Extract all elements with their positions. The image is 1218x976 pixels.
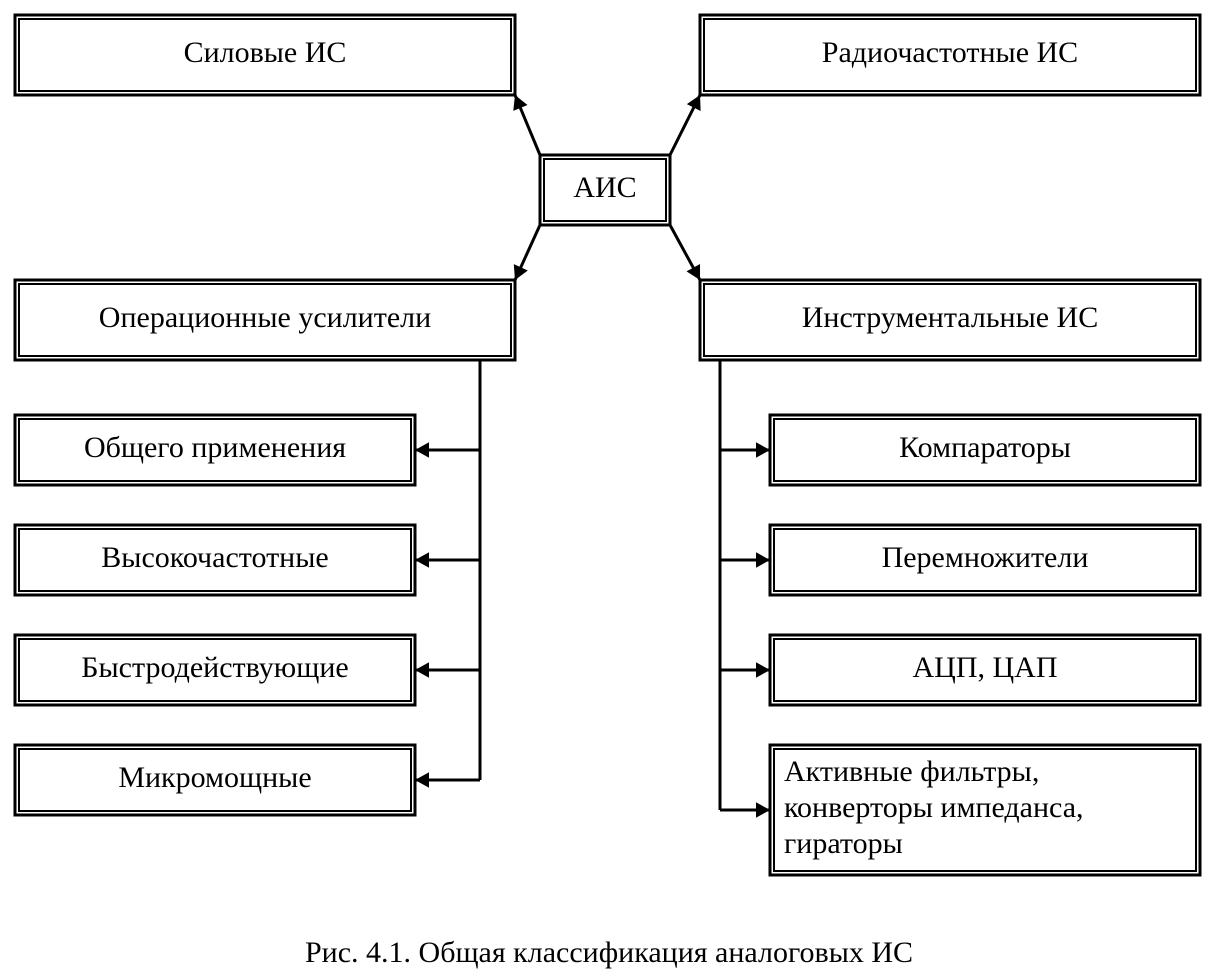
node-in3: АЦП, ЦАП: [770, 635, 1200, 705]
node-in3-label: АЦП, ЦАП: [913, 651, 1058, 684]
node-in4-label: конверторы импеданса,: [784, 791, 1084, 824]
node-in2-label: Перемножители: [882, 541, 1089, 574]
node-op4: Микромощные: [15, 745, 415, 815]
node-ais: АИС: [540, 155, 670, 225]
node-power-label: Силовые ИС: [184, 36, 347, 69]
node-in4-label: гираторы: [784, 827, 903, 860]
node-in4: Активные фильтры,конверторы импеданса,ги…: [770, 745, 1200, 875]
node-op1: Общего применения: [15, 415, 415, 485]
node-ais-label: АИС: [573, 171, 636, 204]
node-rf-label: Радиочастотные ИС: [822, 36, 1078, 69]
node-in1: Компараторы: [770, 415, 1200, 485]
figure-caption: Рис. 4.1. Общая классификация аналоговых…: [305, 936, 913, 969]
node-in4-label: Активные фильтры,: [784, 755, 1039, 788]
node-instr: Инструментальные ИС: [700, 280, 1200, 360]
node-opamp-label: Операционные усилители: [99, 301, 431, 334]
classification-diagram: Силовые ИС Радиочастотные ИС АИС Операционн…: [0, 0, 1218, 976]
node-op2: Высокочастотные: [15, 525, 415, 595]
node-op3: Быстродействующие: [15, 635, 415, 705]
node-in2: Перемножители: [770, 525, 1200, 595]
node-opamp: Операционные усилители: [15, 280, 515, 360]
node-power: Силовые ИС: [15, 15, 515, 95]
node-rf: Радиочастотные ИС: [700, 15, 1200, 95]
node-instr-label: Инструментальные ИС: [802, 301, 1098, 334]
node-op2-label: Высокочастотные: [101, 541, 328, 574]
node-op1-label: Общего применения: [84, 431, 346, 464]
node-op3-label: Быстродействующие: [81, 651, 348, 684]
node-op4-label: Микромощные: [118, 761, 311, 794]
node-in1-label: Компараторы: [899, 431, 1071, 464]
